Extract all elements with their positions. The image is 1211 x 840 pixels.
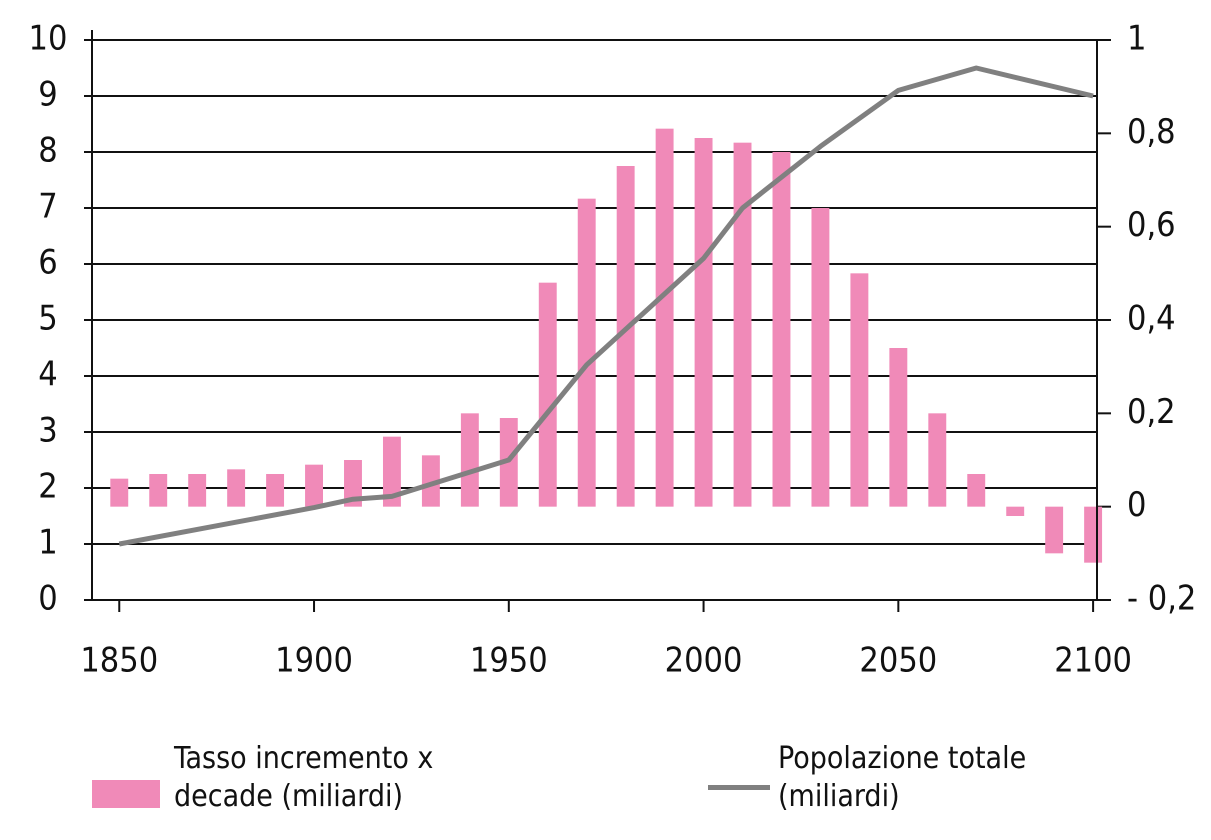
legend-item: Tasso incremento x decade (miliardi) [92,740,474,816]
bar [382,436,401,507]
x-tick-label: 2050 [859,641,937,681]
y2-tick-label: 1 [1127,19,1146,59]
y-tick-label: 4 [38,355,57,395]
bar [188,474,207,507]
bar [305,464,323,507]
y-tick-label: 8 [38,131,57,171]
bar [266,474,285,507]
x-tick-label: 2100 [1054,641,1132,681]
y-tick-label: 10 [29,19,68,59]
bar [928,413,947,507]
bar [889,348,908,507]
bar [344,460,362,507]
bar [655,128,674,507]
y2-tick-label: 0,4 [1127,299,1176,339]
legend-swatch [92,780,160,808]
legend-label: Tasso incremento x decade (miliardi) [174,741,434,814]
bar [1045,506,1064,554]
bar [733,142,752,507]
y2-tick-label: - 0,2 [1127,579,1196,619]
bar [110,478,129,507]
y2-tick-label: 0 [1127,485,1146,525]
bar [811,208,830,507]
bar [850,273,869,507]
y2-tick-label: 0,6 [1127,205,1176,245]
x-tick-label: 1850 [80,641,158,681]
y2-tick-label: 0,2 [1127,392,1176,432]
bar [967,474,986,507]
y2-tick-label: 0,8 [1127,112,1176,152]
bar [694,138,713,507]
y-tick-label: 0 [38,579,57,619]
x-tick-label: 1900 [275,641,353,681]
bars [110,128,1103,563]
x-tick-label: 2000 [665,641,743,681]
bar [227,469,246,507]
legend-swatch [708,785,770,790]
y-tick-label: 9 [38,75,57,115]
y-tick-label: 3 [38,411,57,451]
bar [1006,506,1025,516]
bar [538,282,557,507]
legend-item: Popolazione totale (miliardi) [708,740,1118,816]
bar [616,166,635,507]
bar [421,455,440,507]
y-tick-label: 1 [38,523,57,563]
x-tick-label: 1950 [470,641,548,681]
y-tick-label: 6 [38,243,57,283]
legend-label: Popolazione totale (miliardi) [778,741,1027,814]
bar [149,474,168,507]
y-tick-label: 5 [38,299,57,339]
bar [577,198,596,507]
y-tick-label: 7 [38,187,57,227]
bar [1084,506,1103,563]
line [118,65,1094,547]
bar [772,152,791,507]
y-tick-label: 2 [38,467,57,507]
bar [460,413,479,507]
chart: 0 1 2 3 4 5 6 7 8 9 10 - 0,2 0 0,2 0,4 0,6 0,8 1 1850 1900 1… [29,19,1197,681]
